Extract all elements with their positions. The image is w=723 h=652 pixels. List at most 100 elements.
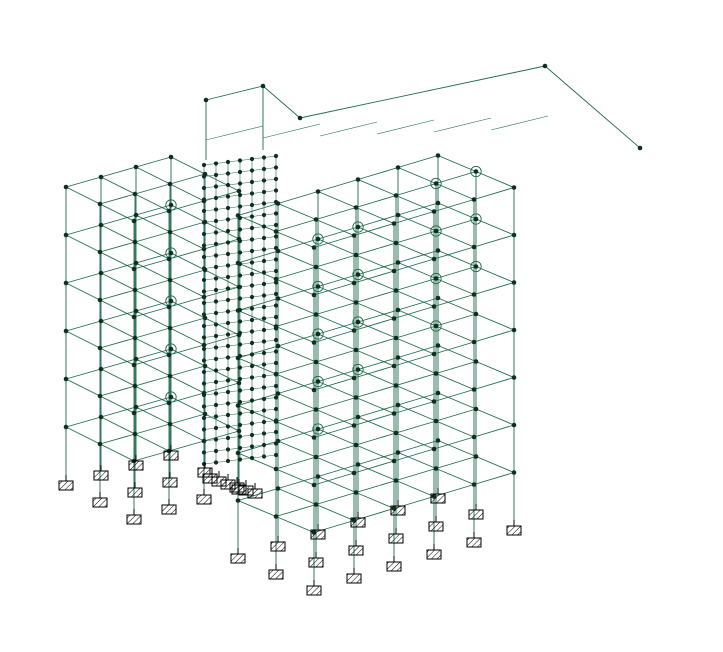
node-dot-icon — [213, 195, 219, 201]
frame-member — [237, 345, 279, 359]
frame-member — [475, 218, 515, 236]
node-dot-icon — [249, 248, 255, 254]
node-dot-icon — [236, 380, 242, 386]
frame-member — [355, 492, 395, 509]
frame-member — [277, 333, 319, 347]
node-dot-icon — [201, 450, 207, 455]
frame-member — [262, 123, 321, 139]
frame-member — [435, 456, 477, 469]
node-dot-icon — [261, 224, 267, 229]
frame-member — [169, 365, 206, 377]
frame-member — [203, 286, 240, 298]
frame-member — [397, 404, 437, 422]
frame-member — [99, 299, 135, 318]
frame-member — [100, 272, 136, 291]
frame-member — [277, 428, 319, 442]
frame-member — [168, 392, 205, 404]
node-dot-icon — [273, 326, 279, 331]
node-dot-icon — [353, 490, 359, 495]
frame-member — [315, 444, 357, 458]
frame-member — [397, 309, 437, 327]
frame-member — [99, 241, 136, 253]
frame-member — [313, 235, 355, 248]
frame-member — [65, 426, 101, 445]
node-dot-icon — [273, 234, 279, 239]
frame-member — [277, 440, 317, 458]
node-dot-icon — [168, 154, 174, 160]
node-dot-icon — [225, 343, 231, 349]
node-dot-icon — [237, 158, 243, 163]
frame-member — [317, 238, 357, 256]
node-dot-icon — [637, 145, 643, 151]
node-dot-icon — [433, 228, 439, 234]
node-dot-icon — [431, 399, 437, 404]
fixed-support-icon — [127, 482, 143, 498]
node-dot-icon — [225, 297, 231, 303]
node-dot-icon — [273, 372, 279, 377]
frame-member — [65, 186, 101, 205]
node-dot-icon — [237, 319, 243, 324]
node-dot-icon — [249, 409, 255, 415]
node-dot-icon — [395, 402, 401, 408]
node-dot-icon — [237, 192, 243, 198]
node-dot-icon — [273, 406, 279, 412]
node-dot-icon — [511, 422, 517, 428]
frame-member — [65, 368, 102, 380]
node-dot-icon — [273, 418, 279, 423]
frame-member — [65, 272, 102, 284]
frame-member — [168, 200, 205, 212]
frame-member — [317, 286, 357, 303]
node-dot-icon — [201, 243, 207, 248]
frame-member — [275, 373, 315, 391]
frame-member — [395, 183, 437, 196]
frame-member — [437, 345, 477, 362]
fixed-support-icon — [466, 532, 482, 548]
node-dot-icon — [261, 201, 267, 206]
node-dot-icon — [249, 168, 255, 173]
node-dot-icon — [202, 315, 208, 321]
node-dot-icon — [249, 202, 255, 208]
frame-member — [134, 385, 170, 404]
node-dot-icon — [391, 458, 397, 464]
frame-member — [315, 492, 357, 505]
frame-member — [65, 378, 101, 397]
frame-member — [135, 204, 172, 216]
node-dot-icon — [353, 442, 359, 448]
frame-member — [203, 238, 240, 250]
node-dot-icon — [201, 266, 207, 271]
node-dot-icon — [431, 256, 437, 262]
frame-member — [473, 234, 515, 248]
node-dot-icon — [201, 323, 207, 329]
frame-member — [168, 440, 205, 452]
node-dot-icon — [167, 181, 173, 187]
fixed-support-icon — [128, 455, 144, 471]
node-dot-icon — [433, 181, 439, 186]
node-dot-icon — [237, 353, 243, 359]
frame-member — [135, 156, 172, 168]
node-dot-icon — [273, 360, 279, 366]
frame-member — [317, 464, 359, 477]
node-dot-icon — [249, 375, 255, 380]
frame-member — [397, 345, 439, 358]
node-dot-icon — [166, 304, 172, 310]
fixed-support-icon — [93, 465, 109, 481]
fixed-support-icon — [346, 568, 362, 584]
frame-member — [393, 211, 435, 224]
node-dot-icon — [213, 241, 219, 247]
node-dot-icon — [131, 410, 137, 416]
frame-member — [277, 393, 317, 410]
node-dot-icon — [133, 308, 139, 314]
circled-node-icon — [352, 221, 364, 233]
node-dot-icon — [351, 233, 357, 238]
frame-member — [395, 195, 435, 212]
node-dot-icon — [132, 287, 138, 293]
node-dot-icon — [273, 337, 279, 343]
fixed-support-icon — [230, 548, 246, 564]
frame-member — [237, 357, 277, 375]
node-dot-icon — [431, 446, 437, 452]
node-dot-icon — [213, 184, 219, 189]
frame-member — [134, 375, 171, 387]
frame-member — [393, 401, 435, 414]
node-dot-icon — [131, 314, 137, 320]
